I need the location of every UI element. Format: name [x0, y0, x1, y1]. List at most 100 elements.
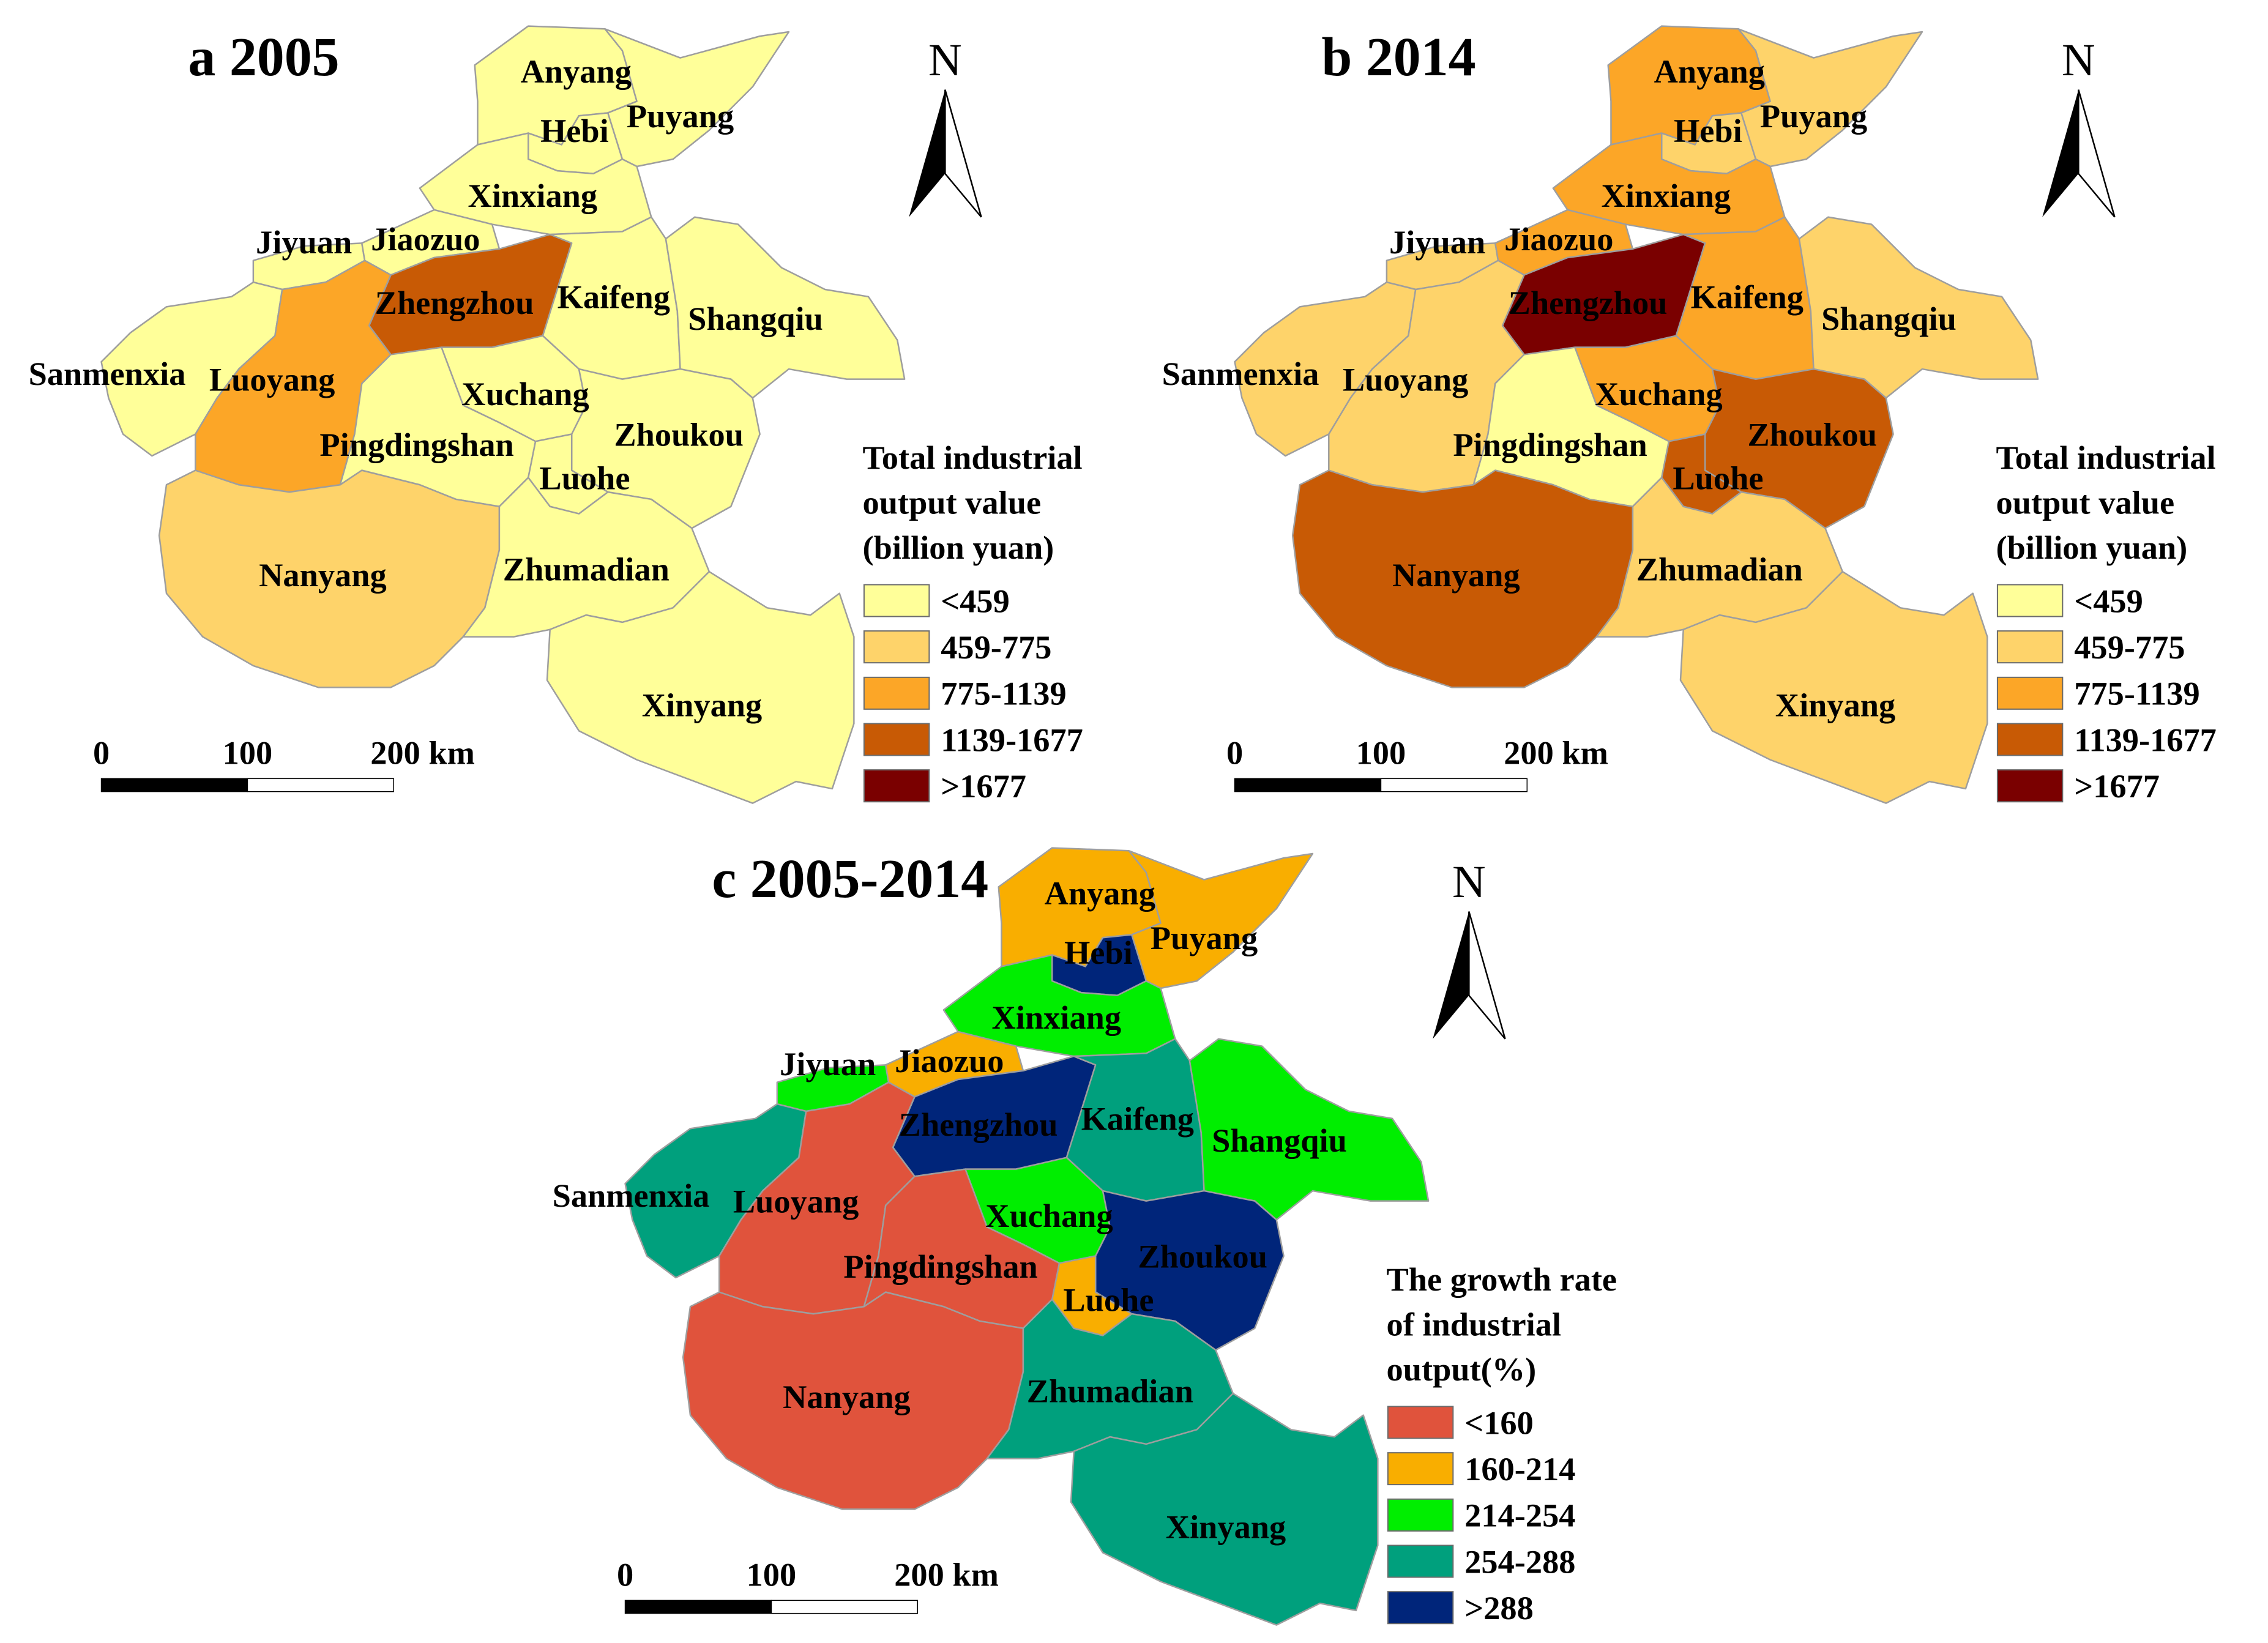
legend-swatch-4: [1388, 1592, 1453, 1623]
label-kaifeng: Kaifeng: [1691, 279, 1804, 316]
legend-title-line: (billion yuan): [1996, 529, 2188, 566]
region-xinyang: [1071, 1393, 1378, 1625]
scale-bar-black: [625, 1600, 772, 1613]
panel-title: a 2005: [188, 27, 339, 88]
legend-label-0: <459: [941, 583, 1010, 619]
legend-label-2: 775-1139: [2074, 676, 2199, 712]
label-luoyang: Luoyang: [1343, 362, 1468, 398]
map-c: [625, 848, 1429, 1625]
legend-swatch-3: [1998, 724, 2062, 756]
scale-label-2: 200 km: [1504, 735, 1608, 772]
map-b: [1235, 26, 2039, 803]
scale-bar: 0 100 200 km: [93, 735, 475, 792]
label-puyang: Puyang: [1760, 98, 1867, 135]
legend-swatch-2: [864, 677, 929, 709]
label-jiyuan: Jiyuan: [256, 224, 352, 261]
label-nanyang: Nanyang: [259, 557, 386, 594]
legend-label-1: 160-214: [1464, 1451, 1575, 1488]
north-label: N: [928, 35, 962, 86]
scale-bar-white: [771, 1600, 917, 1613]
legend: Total industrial output value (billion yua…: [1996, 439, 2217, 805]
label-hebi: Hebi: [1674, 113, 1742, 149]
label-anyang: Anyang: [1045, 875, 1155, 912]
label-xinxiang: Xinxiang: [468, 177, 598, 214]
north-arrow-left-half: [909, 89, 946, 217]
panel-title: c 2005-2014: [712, 849, 988, 909]
label-hebi: Hebi: [1064, 934, 1133, 971]
label-jiyuan: Jiyuan: [780, 1046, 876, 1082]
scale-bar-black: [102, 778, 248, 791]
label-zhengzhou: Zhengzhou: [375, 285, 534, 321]
scale-label-1: 100: [747, 1557, 797, 1593]
label-pingdingshan: Pingdingshan: [843, 1248, 1037, 1285]
legend-swatch-2: [1388, 1499, 1453, 1531]
label-zhumadian: Zhumadian: [1636, 551, 1803, 587]
label-puyang: Puyang: [1151, 920, 1258, 956]
legend-title-line: Total industrial: [1996, 439, 2216, 476]
north-arrow: N: [2042, 35, 2114, 217]
legend-title-line: output(%): [1387, 1351, 1537, 1388]
label-pingdingshan: Pingdingshan: [319, 427, 513, 463]
region-xinyang: [547, 572, 854, 803]
legend-title-line: of industrial: [1387, 1306, 1562, 1343]
region-puyang: [1129, 851, 1313, 988]
label-jiaozuo: Jiaozuo: [1504, 221, 1613, 258]
panel-a: Anyang Hebi Puyang Xinxiang Jiyuan Jiaozuo Zhe…: [29, 26, 1083, 805]
label-puyang: Puyang: [627, 98, 734, 135]
label-anyang: Anyang: [1654, 53, 1765, 90]
legend-title-line: (billion yuan): [863, 529, 1054, 566]
label-zhoukou: Zhoukou: [614, 416, 744, 453]
label-sanmenxia: Sanmenxia: [29, 356, 186, 392]
scale-bar-black: [1235, 778, 1381, 791]
label-zhengzhou: Zhengzhou: [899, 1106, 1058, 1143]
legend-swatch-0: [1388, 1406, 1453, 1438]
label-hebi: Hebi: [540, 113, 609, 149]
legend-swatch-1: [1388, 1453, 1453, 1485]
north-arrow-left-half: [1433, 911, 1469, 1039]
label-luohe: Luohe: [539, 460, 630, 496]
label-anyang: Anyang: [521, 53, 632, 90]
legend-label-0: <459: [2074, 583, 2143, 619]
label-xuchang: Xuchang: [985, 1198, 1113, 1234]
legend-label-0: <160: [1464, 1404, 1534, 1441]
legend-label-1: 459-775: [941, 629, 1051, 666]
north-label: N: [2062, 35, 2095, 86]
north-arrow-right-half: [2078, 90, 2114, 217]
region-puyang: [605, 29, 789, 166]
scale-label-2: 200 km: [894, 1557, 999, 1593]
panel-title: b 2014: [1321, 27, 1475, 88]
legend-swatch-2: [1998, 677, 2062, 709]
scale-label-1: 100: [223, 735, 273, 772]
label-jiaozuo: Jiaozuo: [895, 1043, 1004, 1079]
scale-label-0: 0: [617, 1557, 633, 1593]
legend-label-2: 775-1139: [941, 676, 1066, 712]
label-sanmenxia: Sanmenxia: [553, 1177, 710, 1214]
panel-b: Anyang Hebi Puyang Xinxiang Jiyuan Jiaozuo Zhe…: [1162, 26, 2217, 805]
label-xinyang: Xinyang: [642, 687, 762, 724]
legend-label-4: >288: [1464, 1590, 1534, 1626]
legend-swatch-1: [1998, 631, 2062, 663]
label-sanmenxia: Sanmenxia: [1162, 356, 1319, 392]
label-xinxiang: Xinxiang: [1602, 177, 1731, 214]
legend-swatch-0: [1998, 584, 2062, 616]
legend-title-line: output value: [863, 485, 1042, 521]
label-shangqiu: Shangqiu: [1821, 300, 1957, 337]
label-zhoukou: Zhoukou: [1747, 416, 1877, 453]
label-jiaozuo: Jiaozuo: [371, 221, 480, 258]
legend: Total industrial output value (billion yua…: [863, 439, 1083, 805]
legend: The growth rate of industrial output(%) <16…: [1387, 1261, 1617, 1626]
legend-label-3: 254-288: [1464, 1543, 1575, 1580]
legend-swatch-3: [1388, 1546, 1453, 1578]
legend-label-2: 214-254: [1464, 1497, 1575, 1534]
panel-c: Anyang Hebi Puyang Xinxiang Jiyuan Jiaozuo Zhe…: [553, 848, 1617, 1627]
label-zhengzhou: Zhengzhou: [1509, 285, 1668, 321]
label-luohe: Luohe: [1063, 1281, 1154, 1318]
legend-label-3: 1139-1677: [941, 721, 1083, 758]
label-zhumadian: Zhumadian: [503, 551, 670, 587]
legend-swatch-0: [864, 584, 929, 616]
label-zhumadian: Zhumadian: [1027, 1373, 1193, 1409]
north-arrow-right-half: [945, 90, 981, 217]
legend-label-3: 1139-1677: [2074, 721, 2217, 758]
map-a: [102, 26, 905, 803]
label-nanyang: Nanyang: [783, 1379, 911, 1415]
